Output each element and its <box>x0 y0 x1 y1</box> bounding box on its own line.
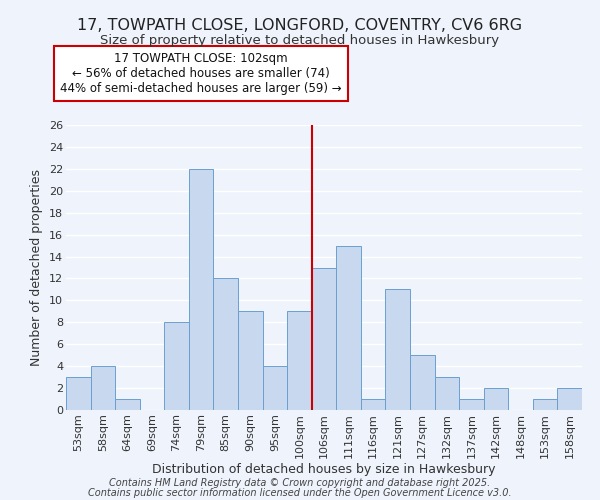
Bar <box>459 399 484 410</box>
Bar <box>410 355 434 410</box>
Bar <box>434 377 459 410</box>
Bar <box>533 399 557 410</box>
Bar <box>189 169 214 410</box>
Bar <box>361 399 385 410</box>
Text: 17, TOWPATH CLOSE, LONGFORD, COVENTRY, CV6 6RG: 17, TOWPATH CLOSE, LONGFORD, COVENTRY, C… <box>77 18 523 32</box>
X-axis label: Distribution of detached houses by size in Hawkesbury: Distribution of detached houses by size … <box>152 464 496 476</box>
Bar <box>263 366 287 410</box>
Bar <box>115 399 140 410</box>
Bar <box>484 388 508 410</box>
Bar <box>164 322 189 410</box>
Bar <box>238 312 263 410</box>
Bar <box>214 278 238 410</box>
Y-axis label: Number of detached properties: Number of detached properties <box>31 169 43 366</box>
Bar <box>385 290 410 410</box>
Bar <box>336 246 361 410</box>
Text: Contains HM Land Registry data © Crown copyright and database right 2025.: Contains HM Land Registry data © Crown c… <box>109 478 491 488</box>
Text: Contains public sector information licensed under the Open Government Licence v3: Contains public sector information licen… <box>88 488 512 498</box>
Bar <box>287 312 312 410</box>
Text: 17 TOWPATH CLOSE: 102sqm
← 56% of detached houses are smaller (74)
44% of semi-d: 17 TOWPATH CLOSE: 102sqm ← 56% of detach… <box>61 52 342 95</box>
Bar <box>312 268 336 410</box>
Bar <box>66 377 91 410</box>
Text: Size of property relative to detached houses in Hawkesbury: Size of property relative to detached ho… <box>100 34 500 47</box>
Bar <box>91 366 115 410</box>
Bar <box>557 388 582 410</box>
